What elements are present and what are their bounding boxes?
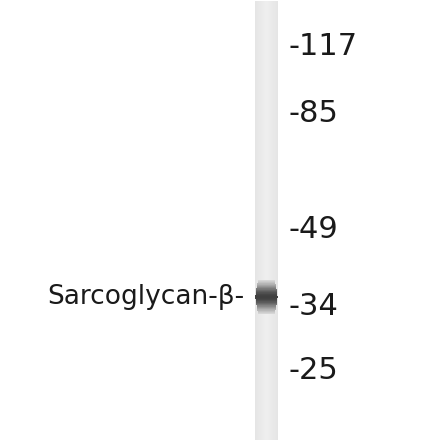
Bar <box>258 282 275 283</box>
Text: Sarcoglycan-β-: Sarcoglycan-β- <box>47 284 244 310</box>
Bar <box>273 1 274 440</box>
Bar <box>264 1 265 440</box>
Bar <box>257 304 277 305</box>
Bar <box>270 1 271 440</box>
Bar <box>258 313 275 314</box>
Bar <box>272 1 273 440</box>
Bar <box>256 300 277 301</box>
Bar <box>256 291 277 292</box>
Bar <box>274 1 275 440</box>
Bar <box>256 301 277 302</box>
Bar <box>257 283 275 284</box>
Bar <box>257 305 276 306</box>
Bar <box>267 1 268 440</box>
Bar <box>262 1 263 440</box>
Bar <box>257 306 276 307</box>
Bar <box>257 310 275 311</box>
Bar <box>257 289 277 290</box>
Bar <box>257 1 258 440</box>
Bar <box>271 1 272 440</box>
Bar <box>256 294 277 295</box>
Bar <box>257 305 276 306</box>
Bar <box>257 285 276 286</box>
Bar <box>269 1 270 440</box>
Bar <box>257 309 275 310</box>
Bar <box>260 1 261 440</box>
Bar <box>255 296 278 297</box>
Bar <box>257 284 275 285</box>
Bar <box>256 1 257 440</box>
Bar <box>256 295 278 296</box>
Bar <box>256 293 277 294</box>
Bar <box>256 291 277 292</box>
Bar <box>257 288 276 289</box>
Bar <box>268 1 269 440</box>
Bar <box>256 298 278 299</box>
Bar <box>257 307 276 308</box>
Bar <box>275 1 276 440</box>
Text: -49: -49 <box>289 215 338 244</box>
Bar <box>277 1 278 440</box>
Bar <box>257 308 276 309</box>
Bar <box>257 286 276 287</box>
Bar <box>255 1 256 440</box>
Bar <box>257 287 276 288</box>
Bar <box>266 1 267 440</box>
Bar <box>258 281 275 282</box>
Bar <box>256 303 277 304</box>
Bar <box>256 299 277 300</box>
Bar <box>256 292 277 293</box>
Text: -117: -117 <box>289 32 358 61</box>
Text: -34: -34 <box>289 292 339 321</box>
Bar <box>263 1 264 440</box>
Bar <box>258 1 259 440</box>
Bar <box>259 1 260 440</box>
Bar <box>256 290 277 291</box>
Bar <box>255 297 278 298</box>
Bar <box>261 1 262 440</box>
Bar <box>265 1 266 440</box>
Text: -85: -85 <box>289 99 339 128</box>
Text: -25: -25 <box>289 356 338 385</box>
Bar <box>258 311 275 312</box>
Bar <box>256 302 277 303</box>
Bar <box>276 1 277 440</box>
Bar <box>257 309 275 310</box>
Bar <box>258 312 275 313</box>
Bar <box>258 280 275 281</box>
